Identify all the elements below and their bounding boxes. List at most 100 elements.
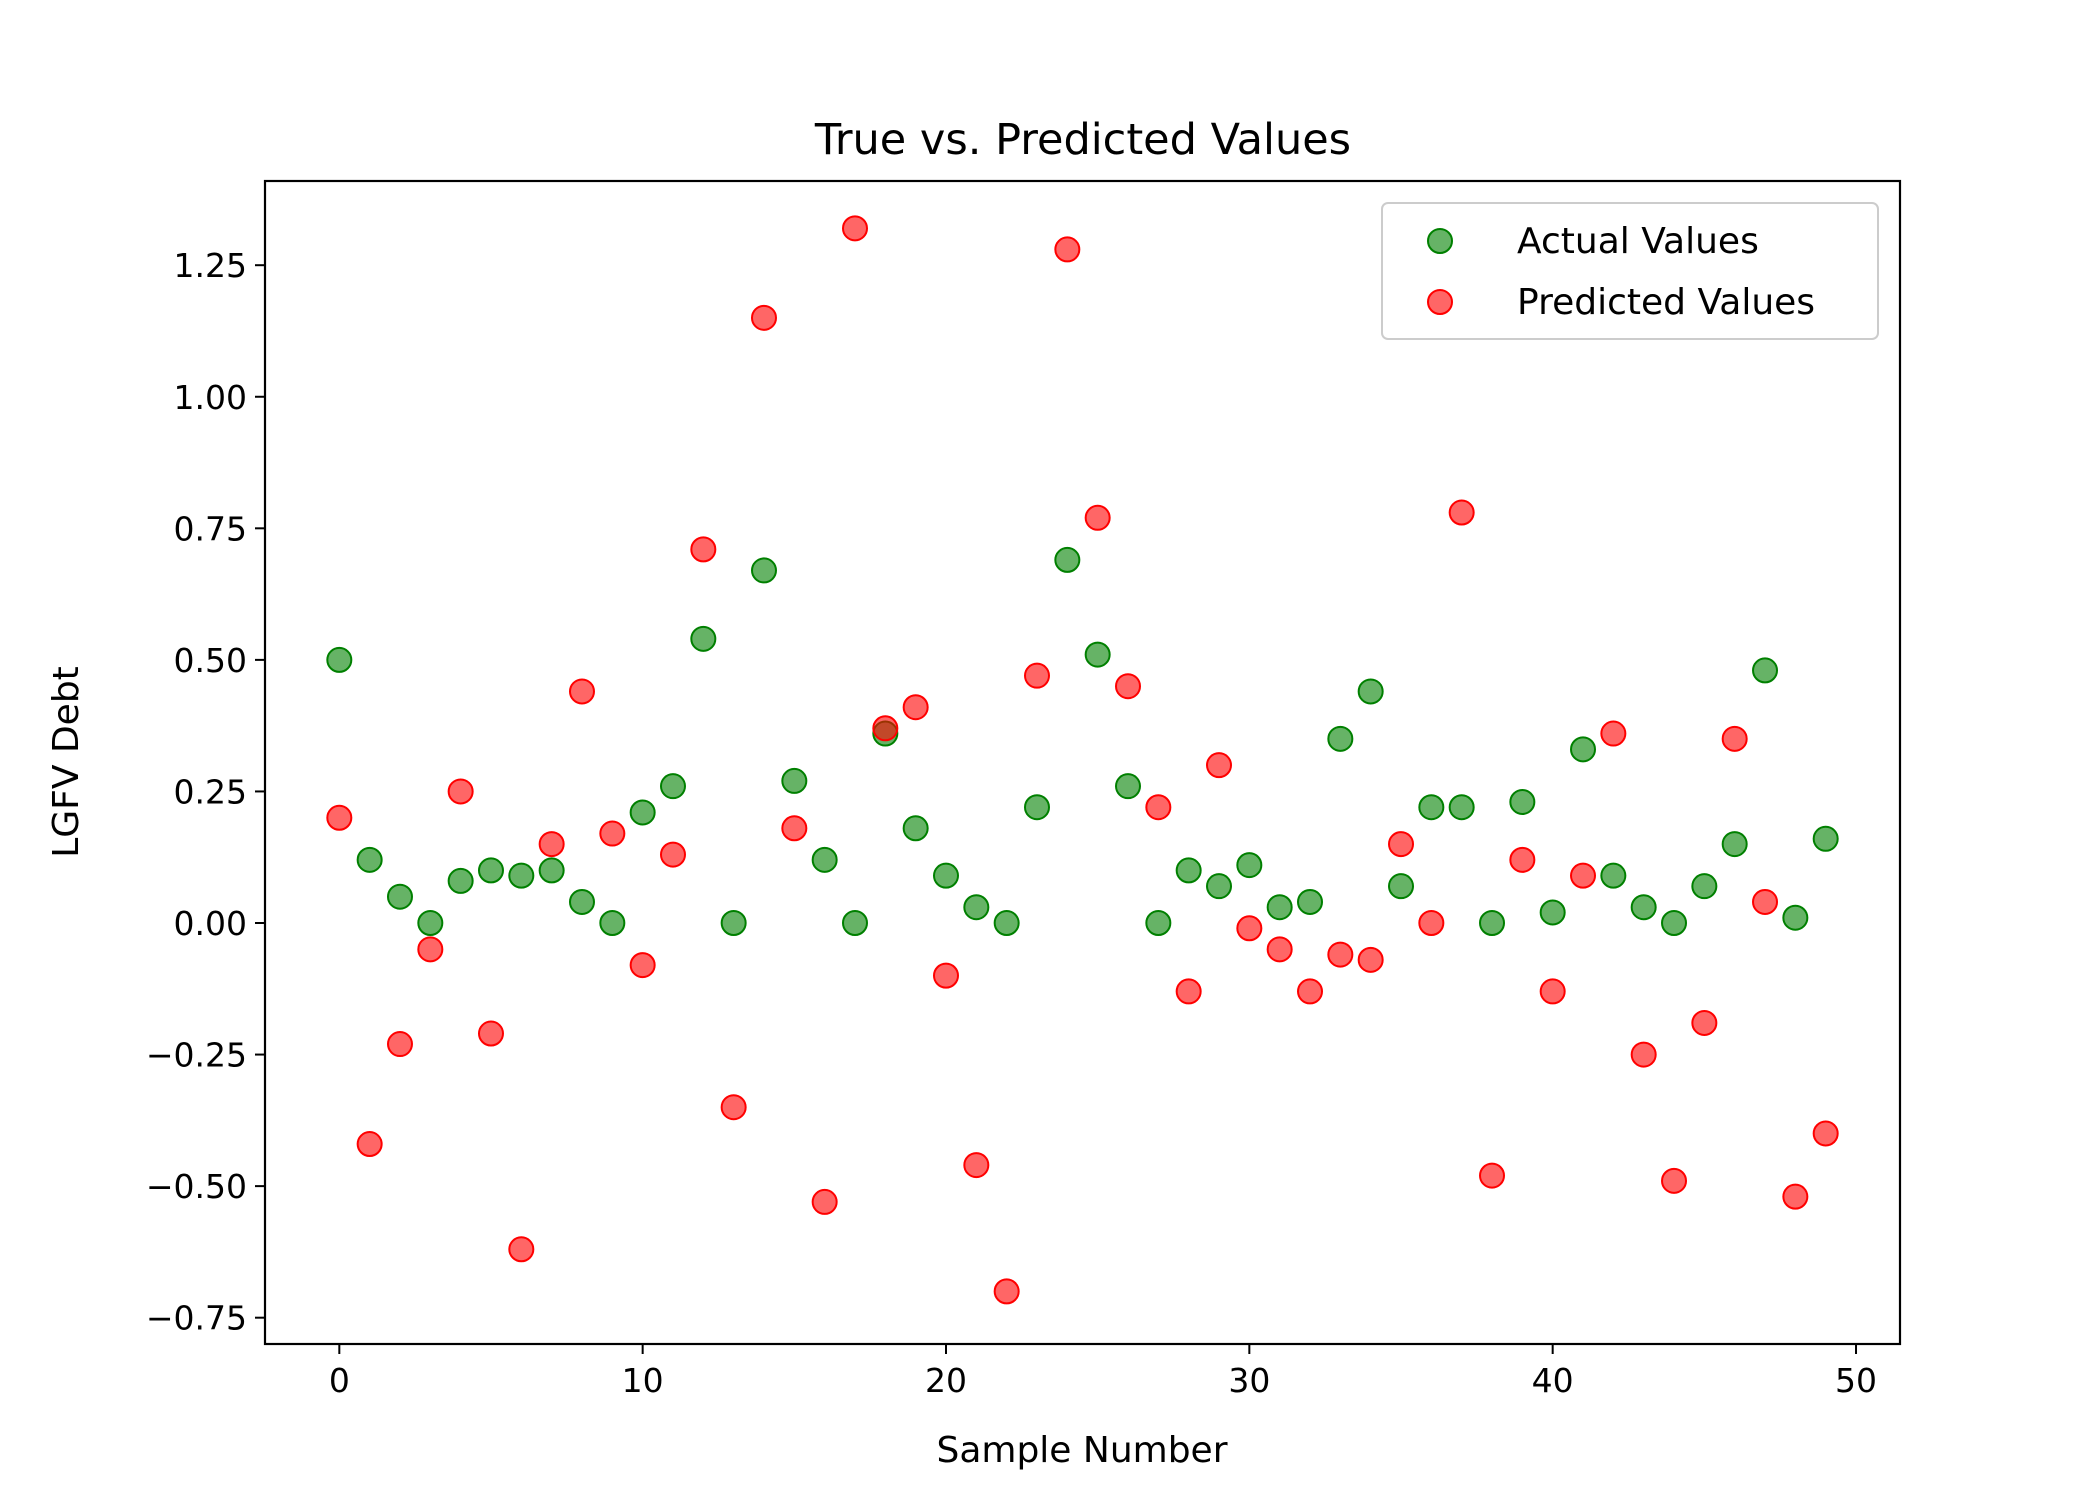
actual-point	[477, 857, 504, 884]
legend-box	[1381, 202, 1879, 340]
actual-point	[1327, 725, 1354, 752]
predicted-point	[811, 1188, 838, 1215]
x-axis-label: Sample Number	[936, 1430, 1227, 1471]
predicted-point	[1297, 978, 1324, 1005]
actual-point	[1388, 873, 1415, 900]
y-axis-label: LGFV Debt	[46, 666, 87, 858]
actual-point	[1570, 736, 1597, 763]
predicted-point	[1236, 915, 1263, 942]
actual-point	[1418, 794, 1445, 821]
actual-point	[1145, 910, 1172, 937]
predicted-point	[1054, 236, 1081, 263]
actual-point	[538, 857, 565, 884]
predicted-point	[629, 952, 656, 979]
predicted-point	[1357, 946, 1384, 973]
predicted-point	[1145, 794, 1172, 821]
predicted-point	[1418, 910, 1445, 937]
predicted-point	[690, 536, 717, 563]
x-tick-label: 50	[1835, 1361, 1877, 1400]
actual-point	[902, 815, 929, 842]
predicted-point	[599, 820, 626, 847]
y-tick-label: −0.50	[146, 1167, 247, 1206]
actual-point	[932, 862, 959, 889]
actual-point	[1661, 910, 1688, 937]
x-tick-label: 10	[622, 1361, 664, 1400]
predicted-point	[781, 815, 808, 842]
predicted-point	[1570, 862, 1597, 889]
x-tick-label: 0	[329, 1361, 350, 1400]
predicted-point	[1327, 941, 1354, 968]
predicted-point	[720, 1094, 747, 1121]
predicted-point	[1479, 1162, 1506, 1189]
predicted-point	[1721, 725, 1748, 752]
predicted-point	[1206, 752, 1233, 779]
predicted-point	[872, 715, 899, 742]
predicted-point	[1448, 499, 1475, 526]
actual-point	[1630, 894, 1657, 921]
series-actual	[326, 546, 1839, 937]
actual-point	[1023, 794, 1050, 821]
predicted-point	[477, 1020, 504, 1047]
x-tick-label: 40	[1532, 1361, 1574, 1400]
actual-point	[1479, 910, 1506, 937]
predicted-point	[750, 304, 777, 331]
actual-point	[963, 894, 990, 921]
scatter-points	[326, 215, 1839, 1305]
actual-point	[326, 646, 353, 673]
y-tick-label: −0.25	[146, 1036, 247, 1075]
actual-point	[781, 767, 808, 794]
legend-marker-predicted	[1427, 289, 1453, 315]
actual-point	[417, 910, 444, 937]
y-tick-label: 1.00	[174, 378, 247, 417]
y-axis: −0.75 −0.50 −0.25 0.00 0.25 0.50 0.75 1.00 1.25	[146, 246, 265, 1338]
predicted-point	[1388, 831, 1415, 858]
actual-point	[568, 888, 595, 915]
actual-point	[1752, 657, 1779, 684]
predicted-point	[1812, 1120, 1839, 1147]
actual-point	[1812, 825, 1839, 852]
actual-point	[1054, 546, 1081, 573]
actual-point	[599, 910, 626, 937]
predicted-point	[659, 841, 686, 868]
predicted-point	[932, 962, 959, 989]
legend: Actual Values Predicted Values	[1381, 202, 1879, 340]
actual-point	[720, 910, 747, 937]
predicted-point	[568, 678, 595, 705]
series-predicted	[326, 215, 1839, 1305]
actual-point	[690, 625, 717, 652]
actual-point	[1084, 641, 1111, 668]
predicted-point	[1691, 1009, 1718, 1036]
predicted-point	[841, 215, 868, 242]
actual-point	[993, 910, 1020, 937]
predicted-point	[417, 936, 444, 963]
actual-point	[659, 773, 686, 800]
predicted-point	[1023, 662, 1050, 689]
predicted-point	[1539, 978, 1566, 1005]
actual-point	[386, 883, 413, 910]
predicted-point	[356, 1131, 383, 1158]
predicted-point	[447, 778, 474, 805]
predicted-point	[1175, 978, 1202, 1005]
predicted-point	[1752, 888, 1779, 915]
y-tick-label: 0.00	[174, 904, 247, 943]
x-axis: 0 10 20 30 40 50	[329, 1344, 1877, 1400]
actual-point	[447, 867, 474, 894]
predicted-point	[1661, 1167, 1688, 1194]
predicted-point	[1600, 720, 1627, 747]
actual-point	[1782, 904, 1809, 931]
actual-point	[1448, 794, 1475, 821]
y-tick-label: 0.75	[174, 509, 247, 548]
actual-point	[1691, 873, 1718, 900]
predicted-point	[1115, 673, 1142, 700]
y-tick-label: 0.50	[174, 641, 247, 680]
actual-point	[1266, 894, 1293, 921]
y-tick-label: −0.75	[146, 1299, 247, 1338]
legend-label-actual: Actual Values	[1517, 221, 1759, 262]
actual-point	[1509, 788, 1536, 815]
actual-point	[1297, 888, 1324, 915]
actual-point	[1600, 862, 1627, 889]
actual-point	[1539, 899, 1566, 926]
legend-label-predicted: Predicted Values	[1517, 282, 1815, 323]
actual-point	[1206, 873, 1233, 900]
